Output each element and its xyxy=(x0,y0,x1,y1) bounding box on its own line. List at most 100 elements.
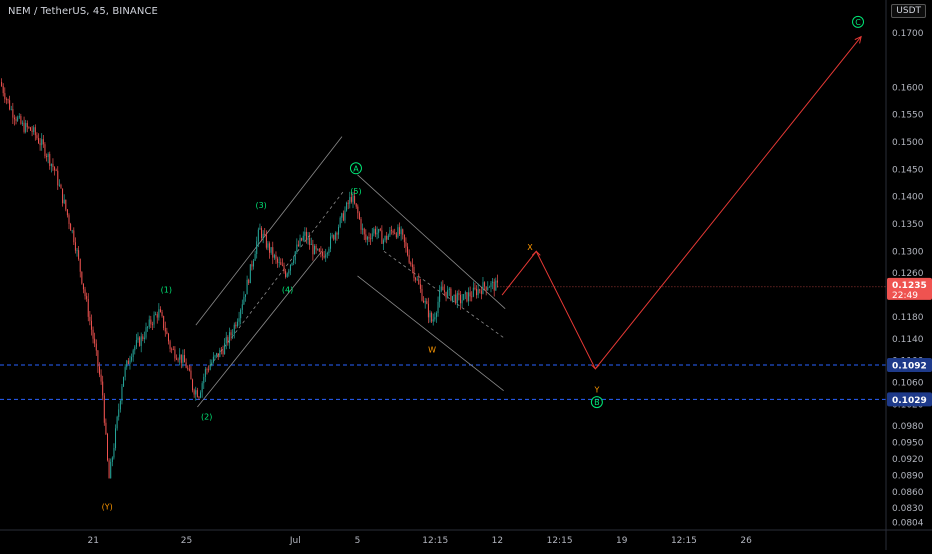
candle-body xyxy=(188,368,190,371)
candle-body xyxy=(459,294,461,304)
candle-body xyxy=(431,312,433,322)
y-tick-label: 0.0950 xyxy=(892,439,924,449)
candle-body xyxy=(71,230,73,232)
candle-body xyxy=(13,117,15,120)
candle-body xyxy=(439,290,441,302)
candle-body xyxy=(434,317,436,320)
candle-body xyxy=(275,255,277,259)
candle-body xyxy=(31,130,33,132)
candle-body xyxy=(236,321,238,327)
candle-body xyxy=(421,288,423,301)
candle-body xyxy=(376,232,378,235)
wave-label: (Y) xyxy=(102,503,113,512)
candle-body xyxy=(278,262,280,263)
candle-body xyxy=(464,292,466,295)
candle-body xyxy=(52,163,54,167)
candle-body xyxy=(272,247,274,258)
candle-body xyxy=(216,353,218,356)
candle-body xyxy=(492,281,494,283)
candle-body xyxy=(485,286,487,290)
y-tick-label: 0.1550 xyxy=(892,111,924,121)
candle-body xyxy=(480,290,482,294)
candle-body xyxy=(456,293,458,304)
candle-body xyxy=(225,337,227,344)
wave-label: (1) xyxy=(161,286,172,295)
candle-body xyxy=(222,350,224,355)
candle-body xyxy=(447,289,449,298)
wave-label: A xyxy=(353,164,359,173)
candle-body xyxy=(285,271,287,277)
candle-body xyxy=(442,286,444,291)
candle-body xyxy=(158,309,160,318)
candle-body xyxy=(5,99,7,100)
candle-body xyxy=(47,153,49,157)
candle-body xyxy=(203,376,205,384)
x-tick-label: Jul xyxy=(289,536,301,546)
candle-body xyxy=(482,282,484,294)
candle-body xyxy=(432,319,434,322)
candle-body xyxy=(301,238,303,241)
channel-midline xyxy=(209,190,344,367)
candle-body xyxy=(346,202,348,211)
candle-body xyxy=(397,227,399,238)
candle-body xyxy=(257,229,259,242)
candle-body xyxy=(304,231,306,236)
candle-body xyxy=(286,273,288,277)
candle-body xyxy=(347,202,349,204)
candle-body xyxy=(248,279,250,284)
candle-body xyxy=(240,309,242,319)
candle-body xyxy=(307,237,309,240)
candle-body xyxy=(10,109,12,110)
candle-body xyxy=(273,255,275,258)
wave-labels: (1) (2) (3) (4) (5) A (Y) W X YB C xyxy=(102,15,865,512)
candle-body xyxy=(341,213,343,218)
candle-body xyxy=(1,81,3,87)
wave-label-circle xyxy=(852,15,865,28)
y-tick-label: 0.0890 xyxy=(892,471,924,481)
candle-body xyxy=(479,289,481,291)
wave-label-circle xyxy=(349,162,362,175)
candle-body xyxy=(269,243,271,253)
y-tick-label: 0.1400 xyxy=(892,193,924,203)
candle-body xyxy=(169,341,171,349)
currency-unit-badge[interactable]: USDT xyxy=(891,4,926,18)
candle-body xyxy=(294,251,296,261)
candle-body xyxy=(358,213,360,219)
wave-label: X xyxy=(527,243,533,252)
candle-body xyxy=(387,235,389,240)
candle-body xyxy=(230,332,232,336)
candle-body xyxy=(134,346,136,351)
candle-body xyxy=(182,355,184,363)
candle-body xyxy=(57,170,59,186)
projection-path xyxy=(501,36,862,370)
candle-body xyxy=(4,93,6,100)
candle-body xyxy=(424,301,426,303)
candle-body xyxy=(370,238,372,240)
candle-body xyxy=(318,248,320,252)
candle-body xyxy=(18,116,20,118)
candle-body xyxy=(328,248,330,253)
y-tick-label: 0.0920 xyxy=(892,455,924,465)
candle-body xyxy=(179,354,181,360)
candle-body xyxy=(267,243,269,248)
candle-body xyxy=(92,329,94,339)
candle-body xyxy=(184,355,186,363)
candle-body xyxy=(228,332,230,344)
candle-body xyxy=(62,188,64,204)
candle-body xyxy=(320,251,322,253)
candle-body xyxy=(212,356,214,363)
candle-body xyxy=(365,234,367,240)
candle-body xyxy=(116,416,118,429)
x-tick-label: 5 xyxy=(355,536,361,546)
candle-body xyxy=(403,234,405,243)
x-tick-label: 25 xyxy=(181,536,192,546)
candle-body xyxy=(468,292,470,302)
candle-body xyxy=(313,245,315,255)
candle-body xyxy=(322,252,324,256)
candle-body xyxy=(378,229,380,233)
candle-body xyxy=(330,236,332,249)
candle-body xyxy=(487,287,489,290)
